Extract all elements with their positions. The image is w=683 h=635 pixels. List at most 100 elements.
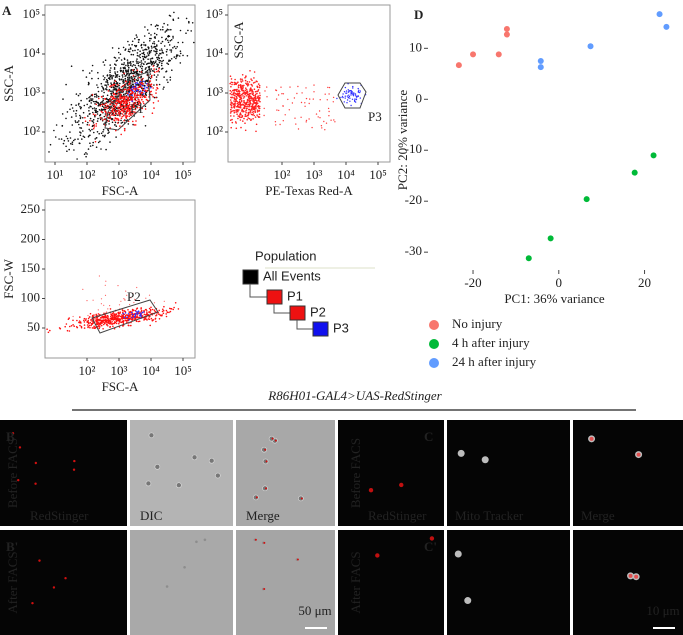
- event-dot: [83, 153, 86, 155]
- cell: [368, 488, 374, 493]
- event-dot: [112, 85, 114, 87]
- event-dot: [122, 85, 124, 87]
- event-dot: [154, 318, 157, 320]
- event-dot: [233, 104, 236, 106]
- event-dot: [128, 44, 130, 46]
- event-dot: [142, 87, 145, 90]
- event-dot: [108, 123, 110, 125]
- event-dot: [105, 111, 107, 114]
- event-dot: [275, 89, 278, 92]
- event-dot: [130, 318, 133, 320]
- event-dot: [112, 112, 115, 114]
- event-dot: [185, 32, 187, 34]
- event-dot: [83, 321, 86, 323]
- event-dot: [144, 308, 147, 311]
- event-dot: [143, 44, 145, 46]
- event-dot: [97, 95, 100, 98]
- event-dot: [90, 322, 93, 325]
- event-dot: [110, 313, 113, 316]
- event-dot: [190, 30, 192, 32]
- event-dot: [319, 99, 321, 101]
- event-dot: [235, 88, 237, 91]
- event-dot: [141, 94, 144, 96]
- data-point: [587, 43, 594, 50]
- y-axis-label: FSC-W: [1, 258, 16, 298]
- event-dot: [344, 97, 346, 99]
- event-dot: [131, 313, 134, 316]
- event-dot: [230, 81, 233, 84]
- event-dot: [120, 59, 123, 61]
- event-dot: [167, 41, 170, 44]
- event-dot: [244, 89, 247, 92]
- event-dot: [242, 110, 244, 113]
- event-dot: [237, 117, 239, 120]
- event-dot: [152, 42, 154, 45]
- event-dot: [155, 47, 157, 50]
- event-dot: [127, 110, 129, 112]
- event-dot: [254, 105, 256, 108]
- event-dot: [247, 101, 249, 104]
- event-dot: [54, 136, 57, 138]
- event-dot: [107, 132, 109, 135]
- event-dot: [139, 95, 141, 97]
- event-dot: [229, 112, 232, 114]
- event-dot: [117, 119, 120, 122]
- event-dot: [245, 82, 247, 85]
- event-dot: [297, 85, 299, 88]
- event-dot: [107, 120, 110, 122]
- event-dot: [284, 114, 286, 116]
- event-dot: [109, 64, 111, 66]
- event-dot: [253, 71, 256, 73]
- event-dot: [234, 101, 236, 103]
- event-dot: [157, 40, 160, 42]
- event-dot: [166, 24, 169, 26]
- event-dot: [247, 93, 249, 96]
- event-dot: [115, 125, 118, 127]
- event-dot: [144, 68, 147, 70]
- event-dot: [240, 100, 243, 103]
- event-dot: [103, 135, 106, 138]
- event-dot: [115, 109, 117, 112]
- event-dot: [151, 94, 153, 96]
- event-dot: [122, 46, 125, 49]
- event-dot: [79, 114, 81, 117]
- event-dot: [289, 86, 291, 88]
- event-dot: [266, 96, 268, 98]
- event-dot: [142, 58, 145, 60]
- event-dot: [169, 39, 172, 42]
- micrograph: [236, 420, 335, 526]
- event-dot: [125, 120, 127, 122]
- event-dot: [258, 113, 261, 116]
- event-dot: [86, 300, 88, 302]
- event-dot: [107, 308, 109, 310]
- event-dot: [252, 103, 254, 105]
- event-dot: [136, 89, 138, 92]
- event-dot: [246, 103, 248, 106]
- event-dot: [119, 113, 121, 116]
- x-tick-label: -20: [464, 275, 481, 290]
- event-dot: [313, 91, 315, 93]
- event-dot: [94, 140, 97, 143]
- event-dot: [102, 75, 105, 77]
- event-dot: [119, 95, 121, 98]
- event-dot: [81, 138, 83, 140]
- event-dot: [111, 312, 114, 315]
- event-dot: [102, 323, 105, 326]
- event-dot: [252, 94, 255, 97]
- event-dot: [95, 125, 97, 127]
- event-dot: [115, 89, 117, 91]
- event-dot: [134, 44, 136, 47]
- event-dot: [131, 72, 134, 75]
- event-dot: [109, 114, 111, 117]
- event-dot: [258, 116, 260, 118]
- event-dot: [327, 107, 330, 110]
- event-dot: [241, 115, 244, 117]
- event-dot: [46, 328, 48, 331]
- event-dot: [121, 113, 124, 115]
- event-dot: [96, 84, 98, 86]
- event-dot: [172, 47, 174, 49]
- event-dot: [148, 50, 151, 52]
- event-dot: [152, 65, 155, 67]
- event-dot: [133, 93, 136, 96]
- event-dot: [163, 22, 165, 25]
